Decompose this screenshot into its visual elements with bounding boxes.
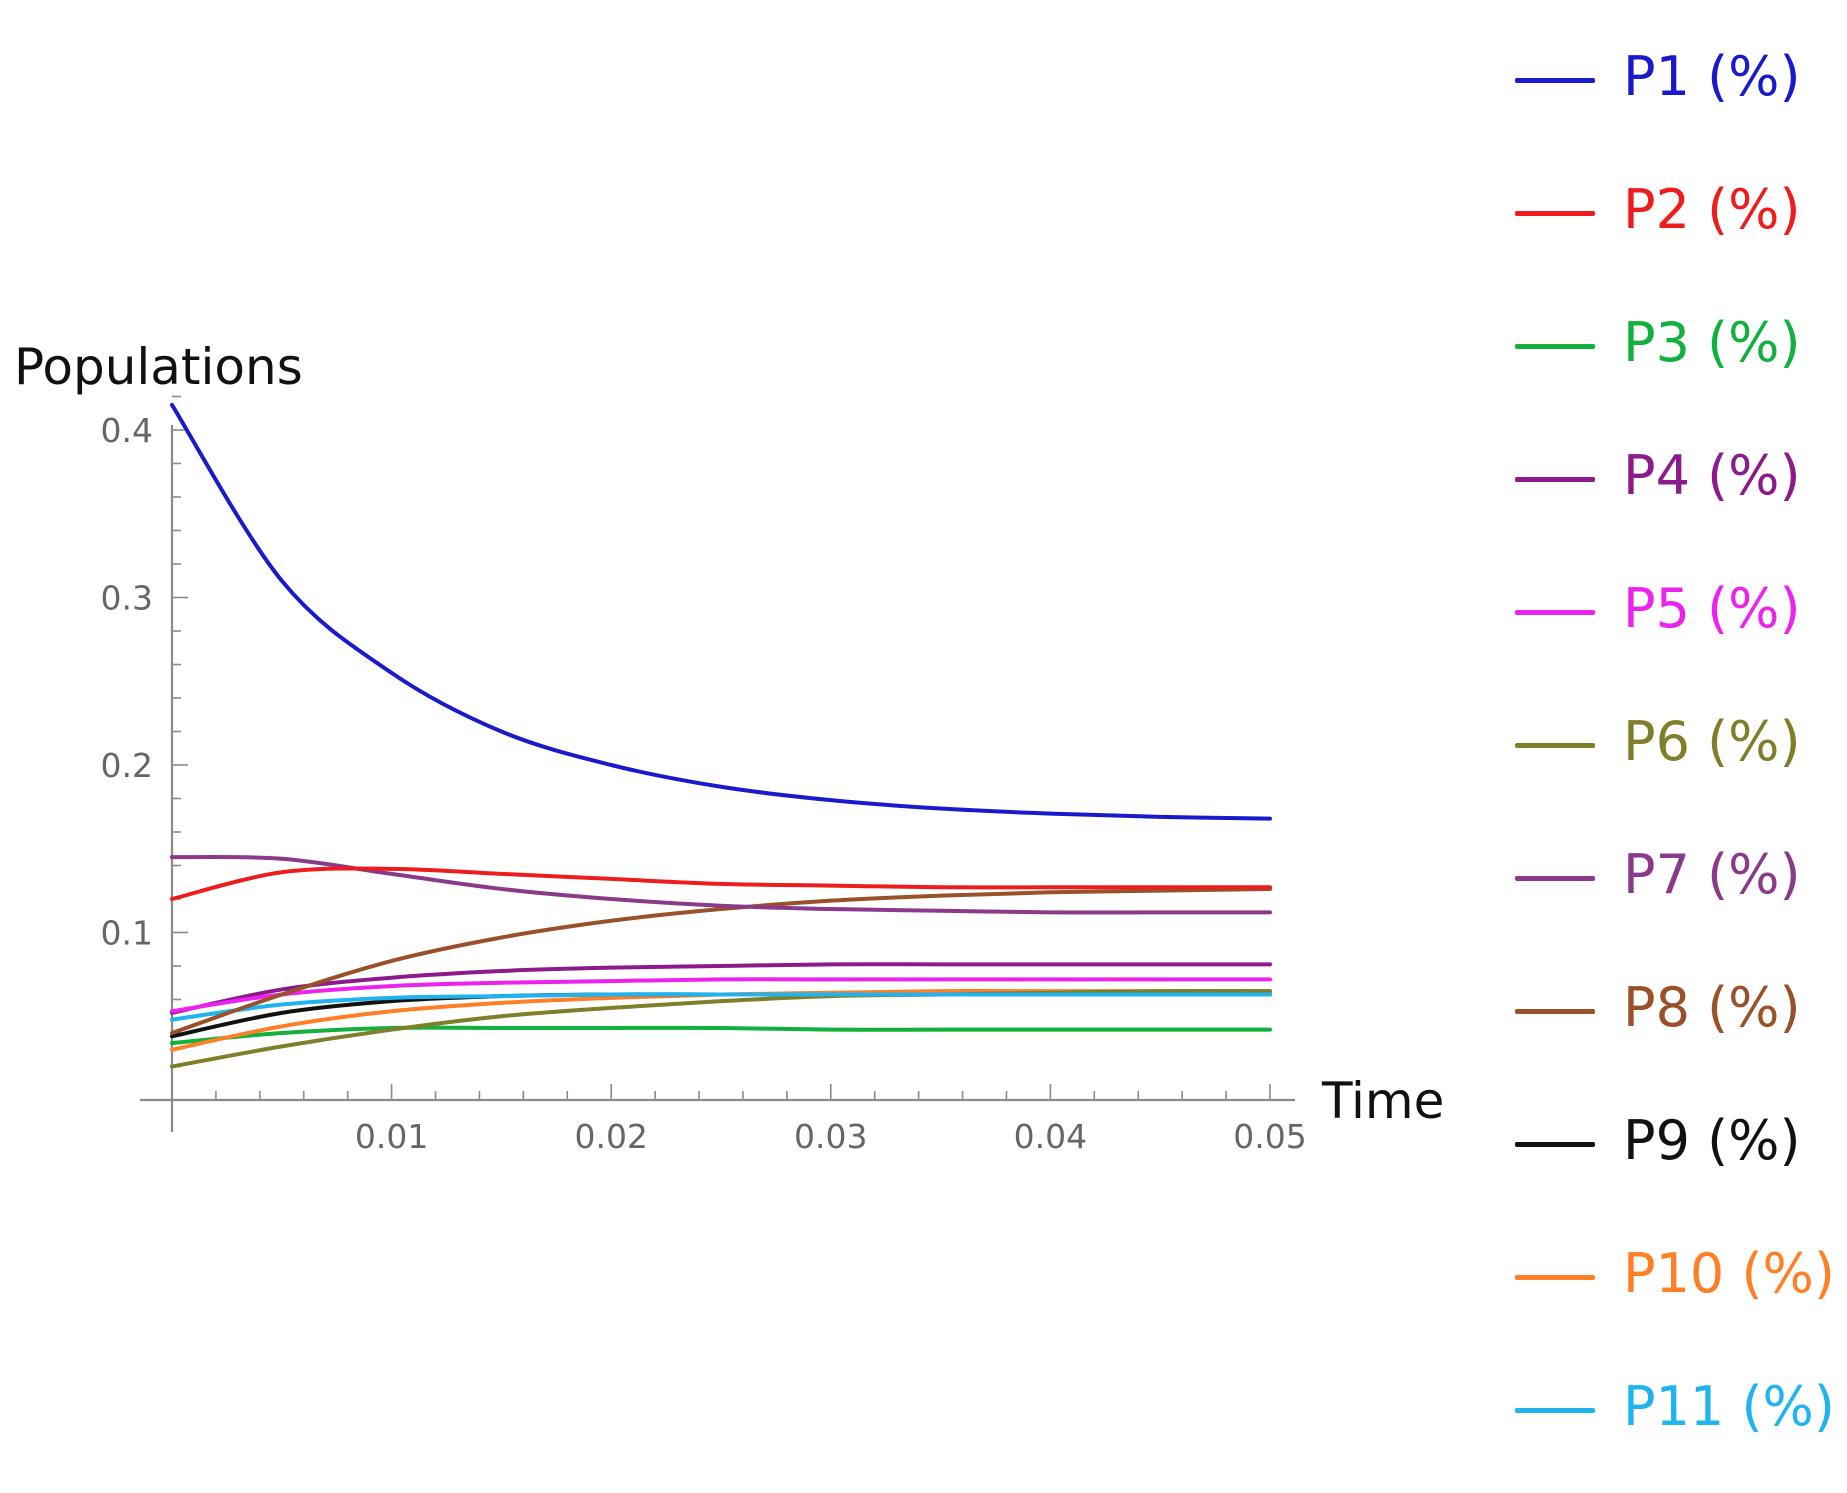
series-line-p6	[170, 989, 1272, 1069]
y-tick-label: 0.2	[101, 746, 153, 785]
legend-swatch	[1515, 1275, 1595, 1280]
legend-swatch	[1515, 1408, 1595, 1413]
x-tick-label: 0.01	[355, 1117, 428, 1156]
y-tick-label: 0.4	[101, 411, 153, 450]
legend-swatch	[1515, 344, 1595, 349]
legend-swatch	[1515, 1009, 1595, 1014]
y-tick-label: 0.3	[101, 579, 153, 618]
legend-label: P3 (%)	[1623, 311, 1801, 374]
legend-label: P7 (%)	[1623, 843, 1801, 906]
legend-swatch	[1515, 1142, 1595, 1147]
x-tick-label: 0.05	[1233, 1117, 1306, 1156]
legend-swatch	[1515, 743, 1595, 748]
y-tick-label: 0.1	[101, 914, 153, 953]
series-line-p4	[170, 962, 1272, 1015]
legend-swatch	[1515, 876, 1595, 881]
legend-label: P11 (%)	[1623, 1375, 1835, 1438]
y-axis-title: Populations	[14, 338, 303, 396]
legend-swatch	[1515, 211, 1595, 216]
legend-swatch	[1515, 610, 1595, 615]
legend-swatch	[1515, 477, 1595, 482]
legend-label: P1 (%)	[1623, 45, 1801, 108]
series-line-p11	[170, 992, 1272, 1022]
legend-swatch	[1515, 78, 1595, 83]
series-line-p8	[170, 886, 1272, 1035]
x-tick-label: 0.03	[794, 1117, 867, 1156]
series-line-p1	[170, 402, 1272, 821]
series-line-p5	[170, 977, 1272, 1014]
legend-label: P6 (%)	[1623, 710, 1801, 773]
x-tick-label: 0.02	[574, 1117, 647, 1156]
x-axis-title: Time	[1321, 1072, 1444, 1130]
x-tick-label: 0.04	[1014, 1117, 1087, 1156]
legend-label: P9 (%)	[1623, 1109, 1801, 1172]
legend-label: P2 (%)	[1623, 178, 1801, 241]
axis-tick-labels: 0.01 0.02 0.03 0.04 0.05 0.1 0.2 0.3 0.4	[101, 411, 1307, 1156]
series-lines	[170, 402, 1272, 1069]
legend-label: P10 (%)	[1623, 1242, 1835, 1305]
legend-label: P4 (%)	[1623, 444, 1801, 507]
legend-label: P8 (%)	[1623, 976, 1801, 1039]
series-line-p2	[170, 866, 1272, 901]
series-line-p3	[170, 1025, 1272, 1046]
legend-label: P5 (%)	[1623, 577, 1801, 640]
